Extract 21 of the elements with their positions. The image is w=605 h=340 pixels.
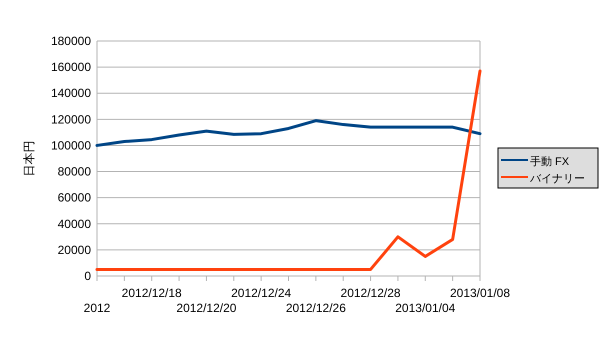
y-tick-label: 140000 — [50, 86, 92, 100]
x-tick-label: 2012 — [84, 301, 111, 315]
y-tick-label: 0 — [84, 269, 92, 283]
x-tick-label: 2012/12/26 — [286, 301, 346, 315]
x-tick-label: 2013/01/08 — [450, 286, 510, 300]
y-tick-label: 60000 — [58, 190, 92, 205]
x-tick-label: 2012/12/28 — [340, 286, 401, 300]
y-tick-label: 100000 — [50, 138, 92, 152]
y-axis-title: 日本円 — [22, 140, 36, 176]
legend-label: バイナリー — [529, 173, 585, 185]
y-tick-label: 180000 — [50, 34, 92, 48]
y-tick-label: 80000 — [58, 164, 92, 179]
legend-label: 手動 FX — [530, 155, 570, 168]
x-tick-label: 2012/12/18 — [122, 286, 182, 300]
y-tick-label: 120000 — [50, 112, 92, 126]
y-tick-label: 20000 — [58, 242, 92, 257]
y-tick-label: 160000 — [50, 60, 92, 74]
y-tick-label: 40000 — [58, 216, 92, 231]
x-tick-label: 2012/12/24 — [231, 286, 292, 300]
x-tick-label: 2013/01/04 — [395, 301, 456, 315]
x-tick-label: 2012/12/20 — [176, 301, 237, 315]
